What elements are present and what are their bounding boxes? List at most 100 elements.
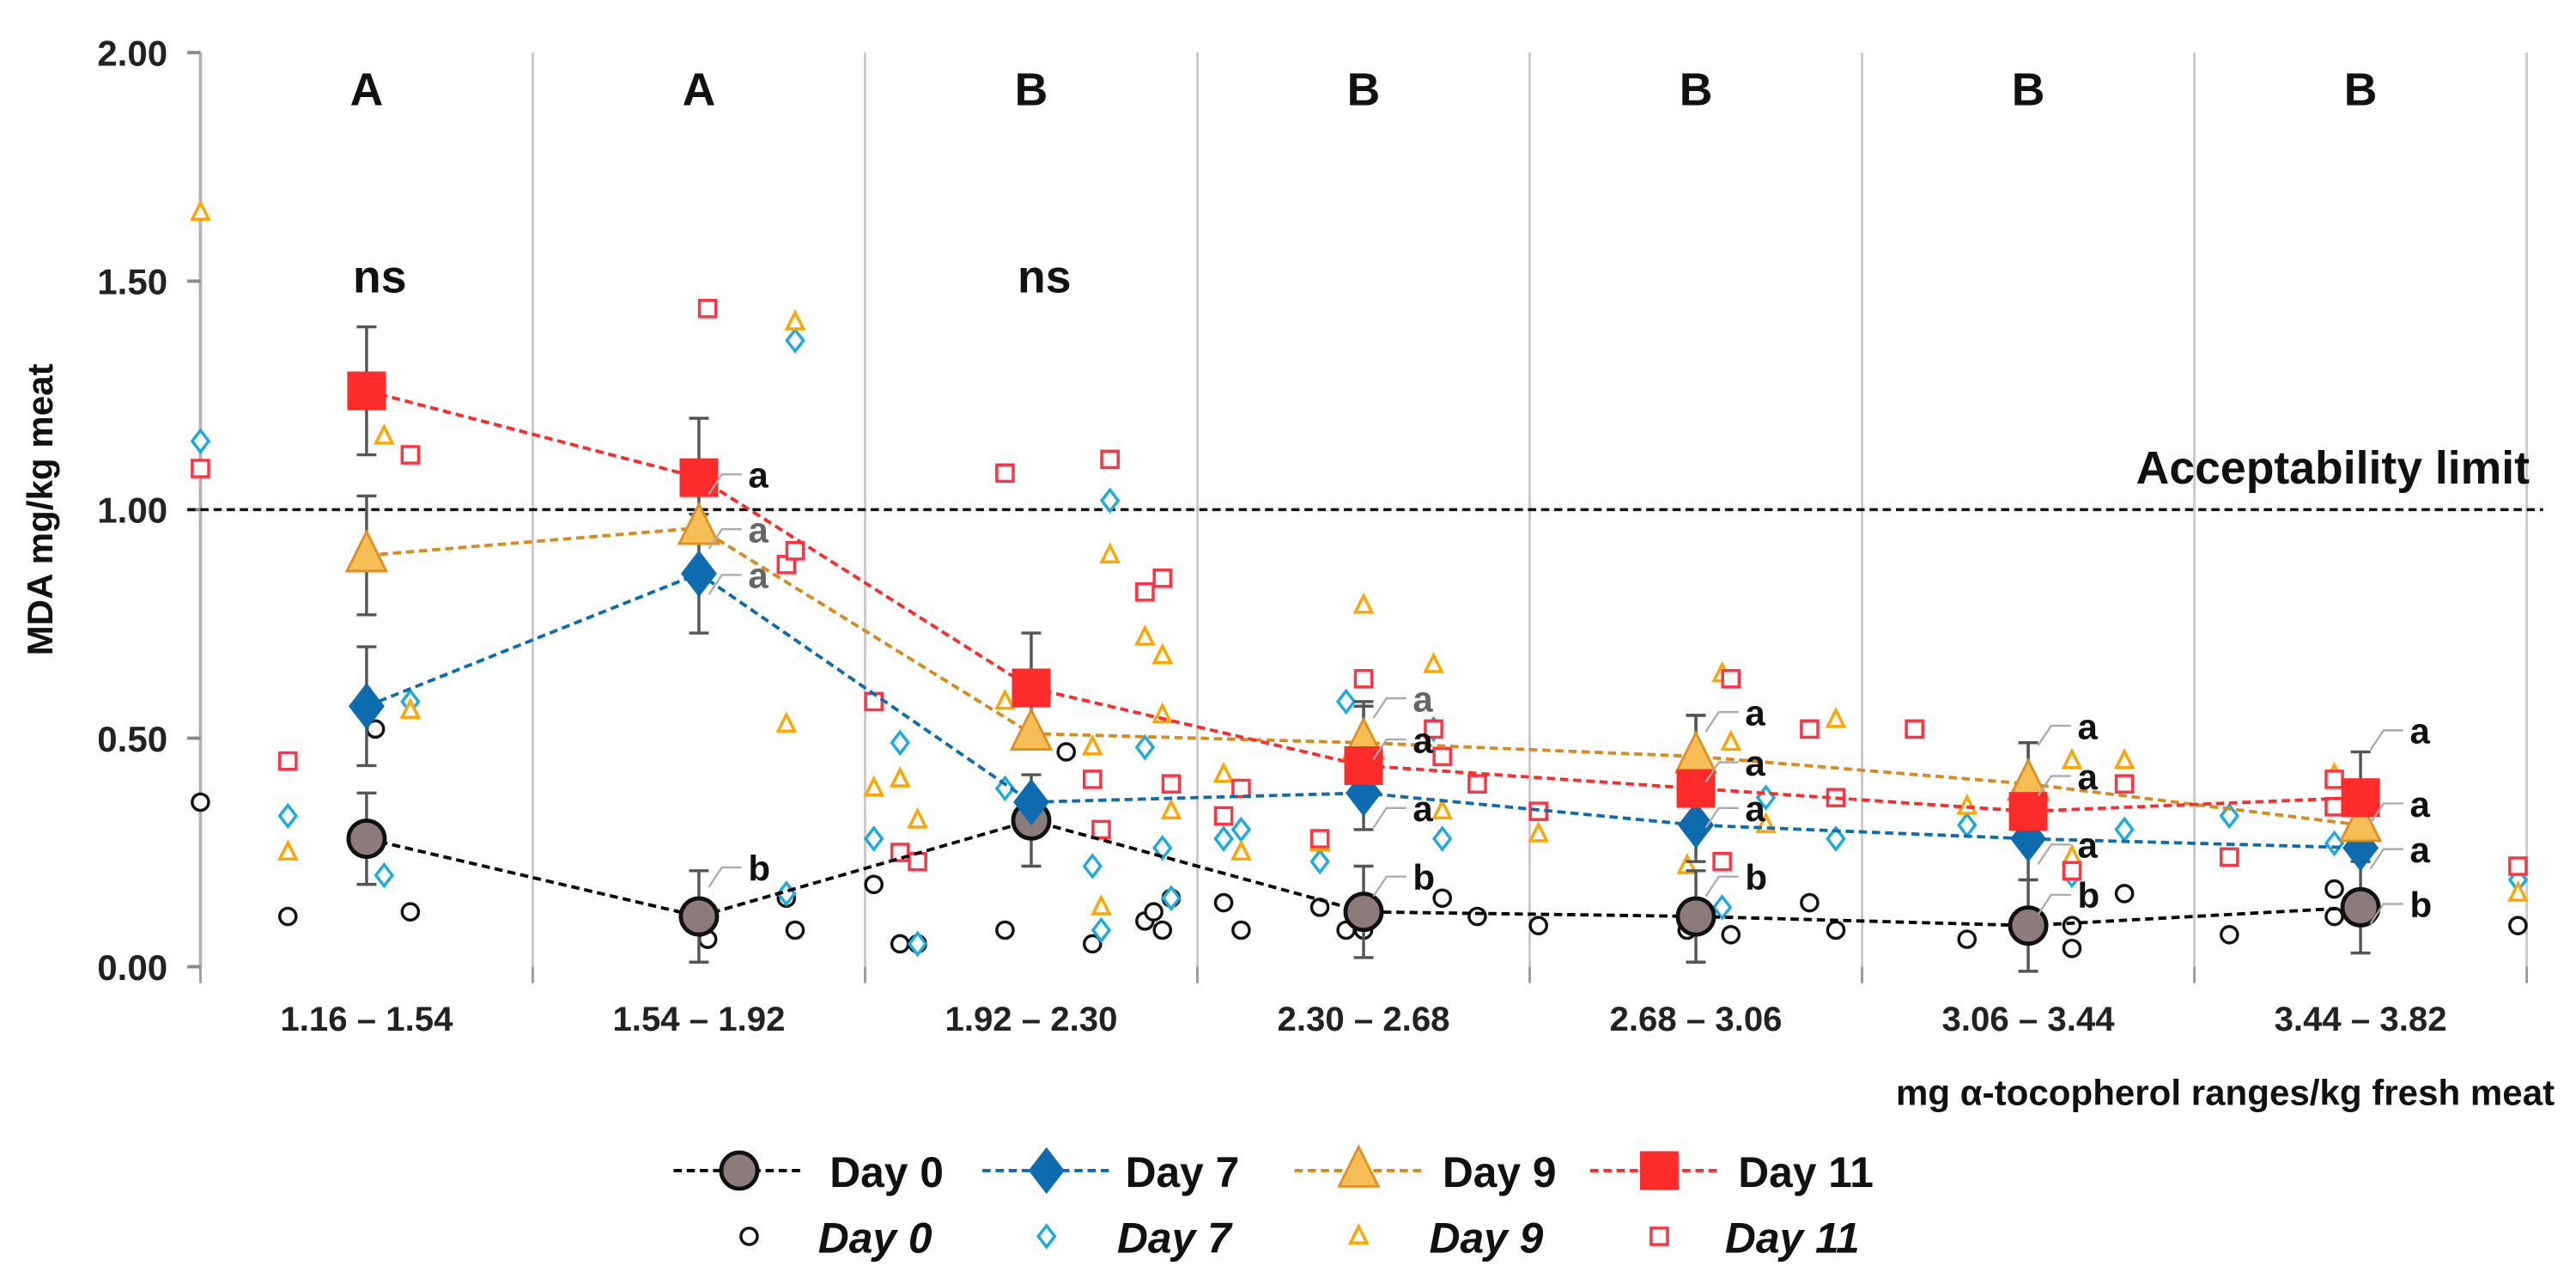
individual-point-day-7 xyxy=(907,930,928,958)
acceptability-limit-label: Acceptability limit xyxy=(2136,442,2530,494)
x-tick-label: 3.44 – 3.82 xyxy=(2275,1000,2447,1038)
individual-point-day-0 xyxy=(1800,892,1820,913)
legend-marker xyxy=(1347,1223,1370,1244)
significance-letter: a xyxy=(2077,757,2098,797)
mean-point-day-7 xyxy=(348,682,385,730)
individual-point-day-11 xyxy=(1905,719,1924,739)
individual-point-day-11 xyxy=(995,463,1015,484)
significance-letter: a xyxy=(2077,825,2098,866)
individual-point-day-11 xyxy=(1082,770,1103,789)
individual-point-day-11 xyxy=(1721,669,1741,689)
individual-point-day-9 xyxy=(399,697,422,719)
significance-letter: a xyxy=(2409,711,2430,752)
individual-point-day-9 xyxy=(1230,839,1252,861)
individual-point-day-11 xyxy=(1231,778,1251,799)
significance-letter: a xyxy=(1413,788,1433,829)
individual-point-day-9 xyxy=(863,775,885,797)
individual-point-day-7 xyxy=(2114,816,2135,843)
individual-point-day-0 xyxy=(1082,934,1103,954)
individual-point-day-9 xyxy=(373,423,395,445)
individual-point-day-9 xyxy=(276,839,299,861)
individual-point-day-9 xyxy=(889,766,911,788)
group-letter: B xyxy=(1680,64,1713,115)
annotation-leader xyxy=(708,866,742,888)
x-tick-label: 3.06 – 3.44 xyxy=(1942,1000,2116,1038)
y-tick-label: 0.50 xyxy=(97,719,167,759)
individual-point-day-11 xyxy=(697,298,718,319)
individual-point-day-0 xyxy=(2220,925,2239,945)
y-axis-label: MDA mg/kg meat xyxy=(20,363,60,655)
individual-point-day-11 xyxy=(1467,774,1487,794)
individual-point-day-7 xyxy=(374,861,395,889)
individual-point-day-7 xyxy=(1091,916,1112,944)
annotation-leader xyxy=(1372,806,1406,829)
annotation-leader xyxy=(708,528,742,550)
significance-letter: a xyxy=(748,509,769,550)
group-letter: A xyxy=(350,64,384,115)
ns-label: ns xyxy=(353,252,407,303)
legend-label: Day 9 xyxy=(1430,1214,1544,1263)
significance-letter: a xyxy=(2077,706,2098,746)
mean-point-day-11 xyxy=(1012,668,1051,708)
individual-point-day-7 xyxy=(2324,830,2345,857)
annotation-leader xyxy=(1704,875,1739,898)
mean-point-day-7 xyxy=(1013,778,1049,826)
significance-letter: a xyxy=(2409,784,2430,825)
individual-point-day-11 xyxy=(1424,719,1443,739)
x-tick-label: 1.54 – 1.92 xyxy=(612,1000,785,1038)
individual-point-day-9 xyxy=(1160,798,1182,820)
mean-point-day-11 xyxy=(1676,769,1716,808)
annotation-leader xyxy=(2369,848,2403,870)
legend-label: Day 11 xyxy=(1738,1148,1874,1196)
individual-point-day-11 xyxy=(191,459,210,478)
individual-point-day-9 xyxy=(1134,624,1156,646)
significance-letter: a xyxy=(748,455,769,496)
mean-point-day-7 xyxy=(1678,801,1714,849)
mean-point-day-0 xyxy=(346,818,387,860)
significance-letter: a xyxy=(1745,743,1765,783)
individual-point-day-9 xyxy=(1676,853,1698,874)
individual-point-day-7 xyxy=(2219,802,2240,830)
legend-marker xyxy=(1336,1144,1381,1188)
significance-letter: a xyxy=(1745,788,1765,829)
individual-point-day-0 xyxy=(1056,742,1077,762)
individual-point-day-11 xyxy=(908,851,927,872)
individual-point-day-7 xyxy=(863,825,884,852)
individual-point-day-7 xyxy=(890,729,910,757)
annotation-leader xyxy=(1704,761,1739,783)
annotation-leader xyxy=(2037,843,2071,865)
individual-point-day-7 xyxy=(1309,848,1330,875)
individual-point-day-9 xyxy=(1720,729,1742,752)
legend-marker xyxy=(1639,1151,1679,1190)
individual-point-day-0 xyxy=(1231,920,1251,940)
legend-marker xyxy=(1036,1223,1057,1250)
individual-point-day-9 xyxy=(1151,642,1174,665)
individual-point-day-11 xyxy=(2220,847,2239,867)
x-axis-label: mg α-tocopherol ranges/kg fresh meat xyxy=(1896,1072,2555,1112)
mean-point-day-9 xyxy=(2338,798,2383,843)
individual-point-day-11 xyxy=(785,541,805,561)
annotation-leader xyxy=(2037,893,2071,916)
individual-point-day-7 xyxy=(1099,487,1121,514)
annotation-leader xyxy=(2369,903,2403,925)
legend-label: Day 7 xyxy=(1117,1214,1233,1263)
legend-label: Day 0 xyxy=(829,1148,944,1196)
individual-point-day-0 xyxy=(1213,892,1234,913)
mean-point-day-9 xyxy=(344,528,389,573)
significance-letter: a xyxy=(748,556,769,596)
individual-point-day-0 xyxy=(785,920,805,940)
individual-point-day-9 xyxy=(1956,793,1978,815)
individual-point-day-0 xyxy=(2062,916,2082,935)
mean-point-day-11 xyxy=(1344,745,1383,785)
group-letter: B xyxy=(1015,64,1048,115)
individual-point-day-11 xyxy=(277,751,298,771)
mean-point-day-0 xyxy=(678,896,720,937)
significance-letter: b xyxy=(2077,875,2099,916)
significance-letter: b xyxy=(2409,885,2432,925)
mean-point-day-9 xyxy=(1674,729,1718,774)
individual-point-day-7 xyxy=(1213,825,1234,852)
legend-label: Day 0 xyxy=(818,1214,933,1263)
individual-point-day-7 xyxy=(1161,885,1182,912)
group-letter: B xyxy=(2012,64,2045,115)
